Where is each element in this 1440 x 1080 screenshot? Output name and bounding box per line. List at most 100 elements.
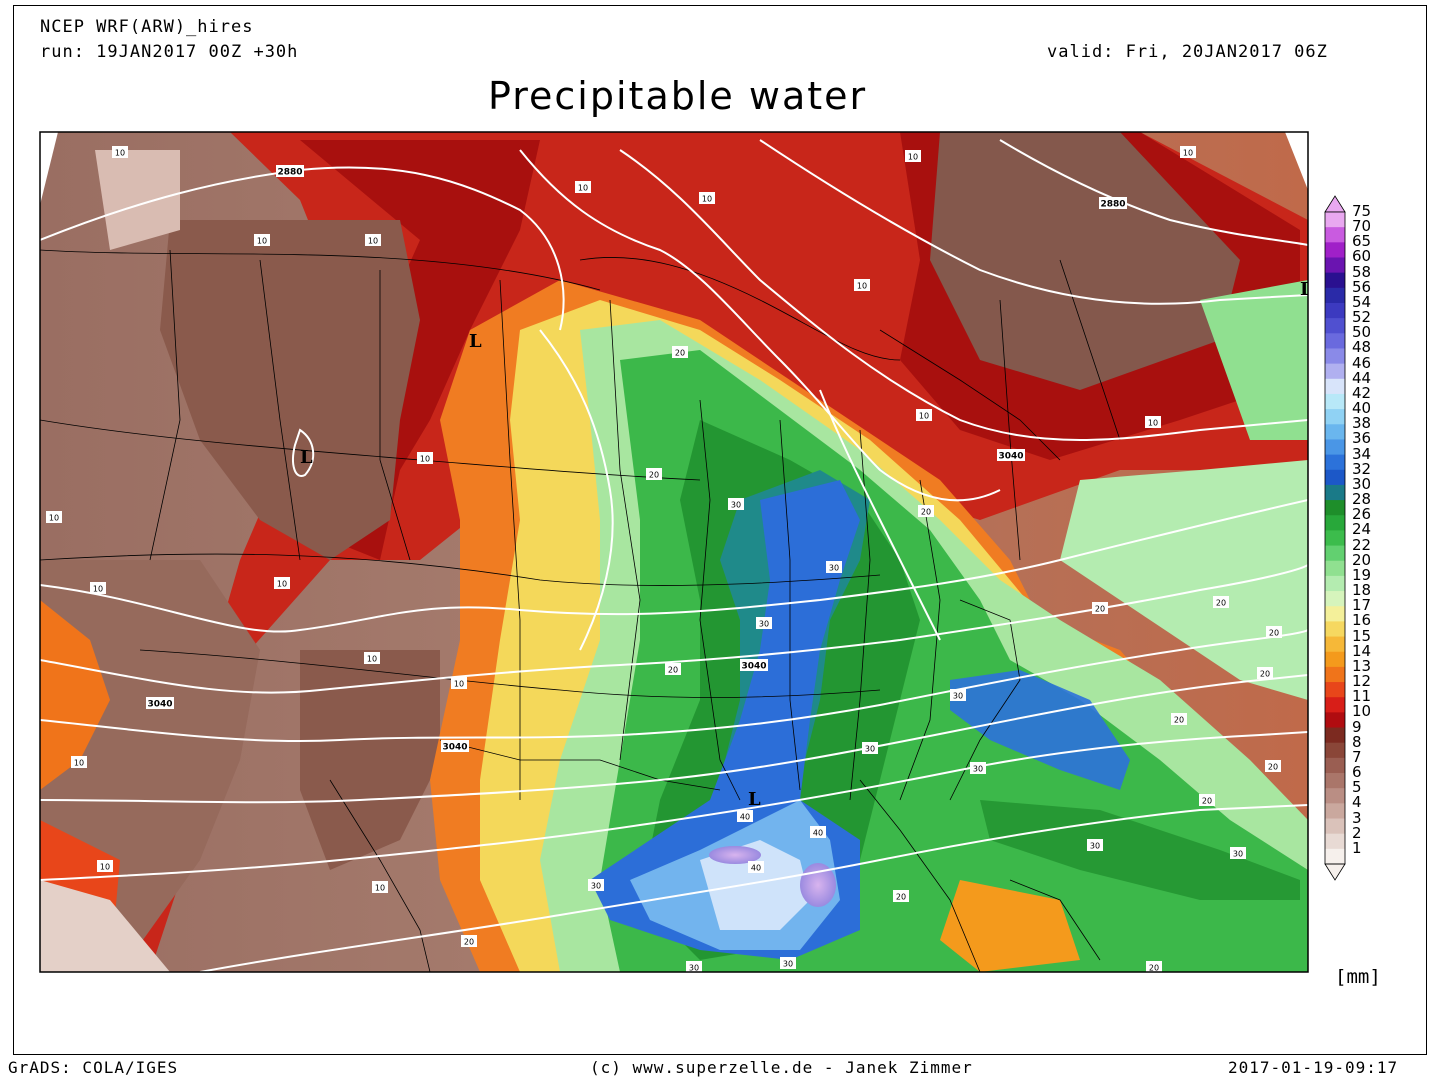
valid-time: valid: Fri, 20JAN2017 06Z (1047, 42, 1328, 62)
colorbar (1324, 195, 1346, 881)
legend-label: 40 (1352, 399, 1372, 418)
colorbar-swatch (1325, 212, 1345, 228)
colorbar-swatch (1325, 682, 1345, 698)
contour-label: 20 (1202, 797, 1212, 806)
map-title: Precipitable water (488, 74, 868, 118)
contour-label: 10 (702, 195, 712, 204)
contour-label-box (1257, 667, 1273, 679)
band-pacific-orange (40, 600, 110, 790)
contour-label-box (1265, 760, 1281, 772)
band-brown-ne (930, 132, 1240, 390)
contour-label-box (740, 659, 768, 671)
contour-label: 10 (277, 580, 287, 589)
contour-label-box (417, 452, 433, 464)
colorbar-swatch (1325, 818, 1345, 835)
colorbar-swatch (1325, 727, 1345, 744)
contour-label: 10 (257, 237, 267, 246)
legend-label: 28 (1352, 490, 1372, 509)
colorbar-bottom-arrow (1324, 863, 1346, 881)
legend-label: 34 (1352, 444, 1372, 463)
contour-label-box (112, 146, 128, 158)
contour-label: 20 (1268, 763, 1278, 772)
contour-label-box (365, 234, 381, 246)
contour-label-box (997, 449, 1025, 461)
contour-label: 10 (578, 184, 588, 193)
contour-label-box (1266, 626, 1282, 638)
colorbar-swatch (1325, 545, 1345, 562)
contour-label-box (1213, 596, 1229, 608)
height-contours (40, 139, 1308, 972)
contour-label-box (780, 957, 796, 969)
contour-label: 30 (759, 620, 769, 629)
colorbar-swatch (1325, 833, 1345, 850)
contour-label: 10 (368, 237, 378, 246)
contour-label: 30 (865, 745, 875, 754)
contour-label: 10 (1183, 149, 1193, 158)
legend-label: 17 (1352, 596, 1372, 615)
band-atlantic-lightgreen (1200, 280, 1308, 440)
band-brown-plains (160, 220, 420, 560)
contour-label: 20 (675, 349, 685, 358)
contour-label-box (686, 961, 702, 972)
colorbar-swatch (1325, 803, 1345, 820)
contour-label-box (672, 346, 688, 358)
contour-label: 10 (420, 455, 430, 464)
colorbar-swatch (1325, 409, 1345, 425)
colorbar-swatch (1325, 621, 1345, 638)
contour-label-box (1180, 146, 1196, 158)
colorbar-swatch (1325, 333, 1345, 349)
contour-label-box (916, 409, 932, 421)
contour-label: 20 (1095, 605, 1105, 614)
contour-label-box (810, 826, 826, 838)
legend-label: 4 (1352, 793, 1362, 812)
contour-label: 20 (1174, 716, 1184, 725)
legend-label: 6 (1352, 763, 1362, 782)
legend-label: 2 (1352, 823, 1362, 842)
low-marker: L (748, 789, 761, 810)
legend-label: 19 (1352, 565, 1372, 584)
legend-label: 13 (1352, 656, 1372, 675)
legend-label: 22 (1352, 535, 1372, 554)
legend-label: 52 (1352, 308, 1372, 327)
legend-label: 48 (1352, 338, 1372, 357)
contour-label: 3040 (147, 700, 172, 710)
legend-label: 18 (1352, 581, 1372, 600)
contour-label: 10 (93, 585, 103, 594)
legend-label: 20 (1352, 550, 1372, 569)
contour-label: 10 (49, 514, 59, 523)
contour-label: 20 (1269, 629, 1279, 638)
legend-label: 65 (1352, 232, 1372, 251)
contour-label: 30 (1090, 842, 1100, 851)
colorbar-swatch (1325, 439, 1345, 456)
legend-label: 75 (1352, 202, 1372, 220)
colorbar-swatch (1325, 606, 1345, 622)
legend-label: 30 (1352, 474, 1372, 493)
run-time: run: 19JAN2017 00Z +30h (40, 42, 299, 62)
colorbar-swatch (1325, 302, 1345, 319)
legend-unit: [mm] (1335, 966, 1381, 988)
legend-label: 10 (1352, 702, 1372, 721)
contour-label-box (1199, 794, 1215, 806)
contour-label: 30 (783, 960, 793, 969)
contour-label: 30 (953, 692, 963, 701)
contour-label-box (1099, 197, 1127, 209)
colorbar-swatch (1325, 242, 1345, 258)
legend-label: 60 (1352, 247, 1372, 266)
contour-label-box (646, 468, 662, 480)
contour-label: 3040 (442, 743, 467, 753)
boundaries (40, 249, 1121, 972)
contour-label: 30 (689, 964, 699, 973)
legend-label: 46 (1352, 353, 1372, 372)
colorbar-swatch (1325, 742, 1345, 759)
contour-label-box (461, 935, 477, 947)
colorbar-swatch (1325, 560, 1345, 577)
contour-label: 30 (731, 501, 741, 510)
colorbar-swatch (1325, 378, 1345, 395)
contour-label-box (862, 742, 878, 754)
contour-label-box (737, 810, 753, 822)
contour-label-box (274, 577, 290, 589)
band-offshore-blue (950, 670, 1130, 790)
contour-label: 10 (100, 863, 110, 872)
